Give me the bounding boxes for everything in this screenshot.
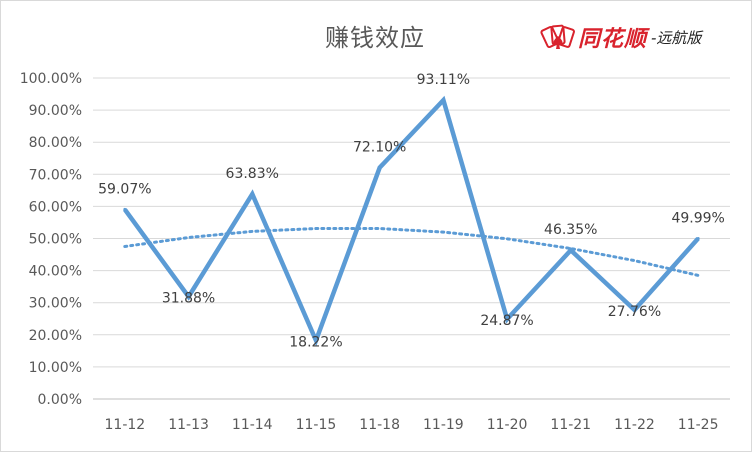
y-tick-label: 0.00% (38, 392, 82, 408)
data-point (187, 295, 191, 299)
y-tick-label: 10.00% (29, 360, 82, 376)
y-tick-label: 70.00% (29, 167, 82, 183)
data-point (441, 98, 445, 102)
y-tick-label: 100.00% (20, 71, 82, 87)
y-tick-label: 80.00% (29, 135, 82, 151)
y-tick-label: 40.00% (29, 264, 82, 280)
data-label: 93.11% (417, 72, 470, 88)
data-point (314, 339, 318, 343)
series-line (122, 95, 700, 347)
data-label: 24.87% (480, 313, 533, 329)
card-fan-icon (540, 24, 575, 49)
data-point (696, 237, 700, 241)
y-axis: 0.00% 10.00% 20.00% 30.00% 40.00% 50.00% 60.00… (20, 71, 82, 408)
brand-edition: -远航版 (651, 28, 702, 47)
data-point (569, 248, 573, 252)
x-tick-label: 11-22 (614, 417, 655, 433)
x-tick-label: 11-20 (487, 417, 528, 433)
data-point (250, 192, 254, 196)
brand-name: 同花顺 (578, 27, 648, 52)
data-label: 59.07% (98, 181, 151, 197)
data-label: 18.22% (289, 335, 342, 351)
trendline-path (123, 227, 700, 277)
y-tick-label: 60.00% (29, 199, 82, 215)
series-path (122, 95, 700, 347)
data-label: 49.99% (671, 211, 724, 227)
data-point (123, 207, 127, 211)
y-tick-label: 90.00% (29, 103, 82, 119)
y-tick-label: 50.00% (29, 232, 82, 248)
gridlines (93, 77, 730, 400)
x-tick-label: 11-25 (678, 417, 719, 433)
data-label: 63.83% (226, 166, 279, 182)
x-tick-label: 11-15 (296, 417, 337, 433)
x-tick-label: 11-19 (423, 417, 464, 433)
x-tick-label: 11-21 (550, 417, 591, 433)
data-label: 27.76% (608, 304, 661, 320)
data-point (505, 317, 509, 321)
brand-logo: 同花顺 -远航版 (540, 20, 701, 54)
data-labels: 59.07% 31.88% 63.83% 18.22% 72.10% 93.11% 24.8… (98, 72, 725, 350)
chart-title: 赚钱效应 (325, 24, 425, 52)
y-tick-label: 20.00% (29, 328, 82, 344)
data-point (378, 166, 382, 170)
x-tick-label: 11-18 (359, 417, 400, 433)
data-label: 72.10% (353, 140, 406, 156)
data-label: 46.35% (544, 222, 597, 238)
x-tick-label: 11-13 (168, 417, 209, 433)
data-label: 31.88% (162, 291, 215, 307)
x-axis: 11-12 11-13 11-14 11-15 11-18 11-19 11-20 11-21… (105, 417, 719, 433)
trendline (123, 227, 700, 277)
y-tick-label: 30.00% (29, 296, 82, 312)
x-tick-label: 11-14 (232, 417, 273, 433)
data-point (632, 308, 636, 312)
x-tick-label: 11-12 (105, 417, 146, 433)
